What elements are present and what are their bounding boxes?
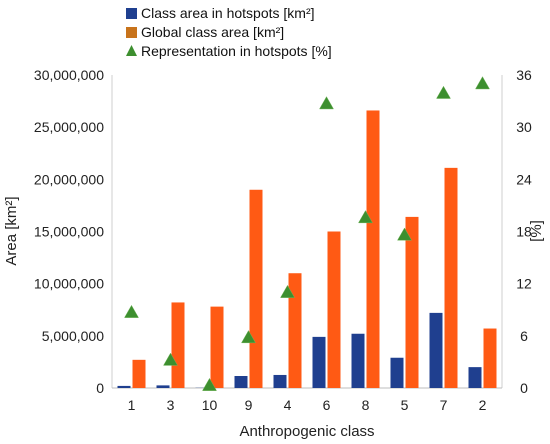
y-tick-label: 5,000,000 [42,328,104,344]
y2-tick-label: 18 [516,224,532,240]
y-tick-labels: 0 5,000,000 10,000,000 15,000,000 20,000,000… [34,67,104,396]
axes [111,75,503,389]
x-tick-label: 8 [362,397,370,413]
bar-hotspot-area [429,312,443,388]
legend-label-representation: Representation in hotspots [%] [141,43,332,59]
legend: Class area in hotspots [km²] Global clas… [126,5,332,59]
y2-tick-label: 24 [516,171,532,187]
y2-axis-title: [%] [528,220,545,242]
y-tick-label: 30,000,000 [34,67,104,83]
y-tick-label: 25,000,000 [34,119,104,135]
legend-marker-representation [126,45,137,56]
bar-global-area [327,231,341,388]
representation-marker [319,96,334,110]
x-tick-label: 4 [284,397,292,413]
x-tick-label: 5 [401,397,409,413]
bar-hotspot-area [273,374,287,388]
y2-tick-label: 30 [516,119,532,135]
x-tick-label: 7 [440,397,448,413]
representation-marker [202,377,217,391]
representation-marker [358,210,373,224]
y-tick-label: 0 [96,380,104,396]
representation-marker [475,76,490,90]
bar-global-area [288,273,302,388]
representation-marker [280,284,295,298]
bar-global-area [366,110,380,389]
representation-marker [241,330,256,344]
bars [117,110,497,389]
bar-global-area [171,302,185,388]
x-tick-label: 3 [167,397,175,413]
y-axis-title: Area [km²] [3,196,20,265]
bar-hotspot-area [351,333,365,388]
bar-hotspot-area [117,385,131,388]
legend-swatch-hotspot-area [126,8,137,19]
representation-marker [124,304,139,318]
x-tick-label: 1 [128,397,136,413]
bar-global-area [444,167,458,388]
x-tick-label: 9 [245,397,253,413]
y2-tick-label: 12 [516,276,532,292]
representation-marker [436,85,451,99]
representation-markers [124,76,490,391]
y2-tick-label: 6 [520,328,528,344]
x-tick-label: 6 [323,397,331,413]
y2-tick-label: 0 [520,380,528,396]
x-tick-label: 10 [202,397,218,413]
y-tick-label: 20,000,000 [34,171,104,187]
bar-hotspot-area [468,367,482,388]
bar-global-area [210,306,224,388]
bar-hotspot-area [312,336,326,388]
y-tick-label: 10,000,000 [34,276,104,292]
bar-global-area [405,216,419,388]
representation-marker [397,227,412,241]
bar-global-area [132,359,146,388]
x-tick-labels: 1 3 10 9 4 6 8 5 7 2 [128,397,487,413]
bar-hotspot-area [156,385,170,388]
bar-hotspot-area [390,357,404,388]
legend-label-hotspot-area: Class area in hotspots [km²] [141,5,315,21]
legend-label-global-area: Global class area [km²] [141,24,284,40]
bar-hotspot-area [234,376,248,388]
representation-marker [163,352,178,366]
x-axis-title: Anthropogenic class [239,423,374,440]
y2-tick-labels: 0 6 12 18 24 30 36 [516,67,532,396]
bar-global-area [483,328,497,388]
legend-swatch-global-area [126,27,137,38]
x-tick-label: 2 [479,397,487,413]
bar-global-area [249,189,263,388]
y-tick-label: 15,000,000 [34,224,104,240]
y2-tick-label: 36 [516,67,532,83]
